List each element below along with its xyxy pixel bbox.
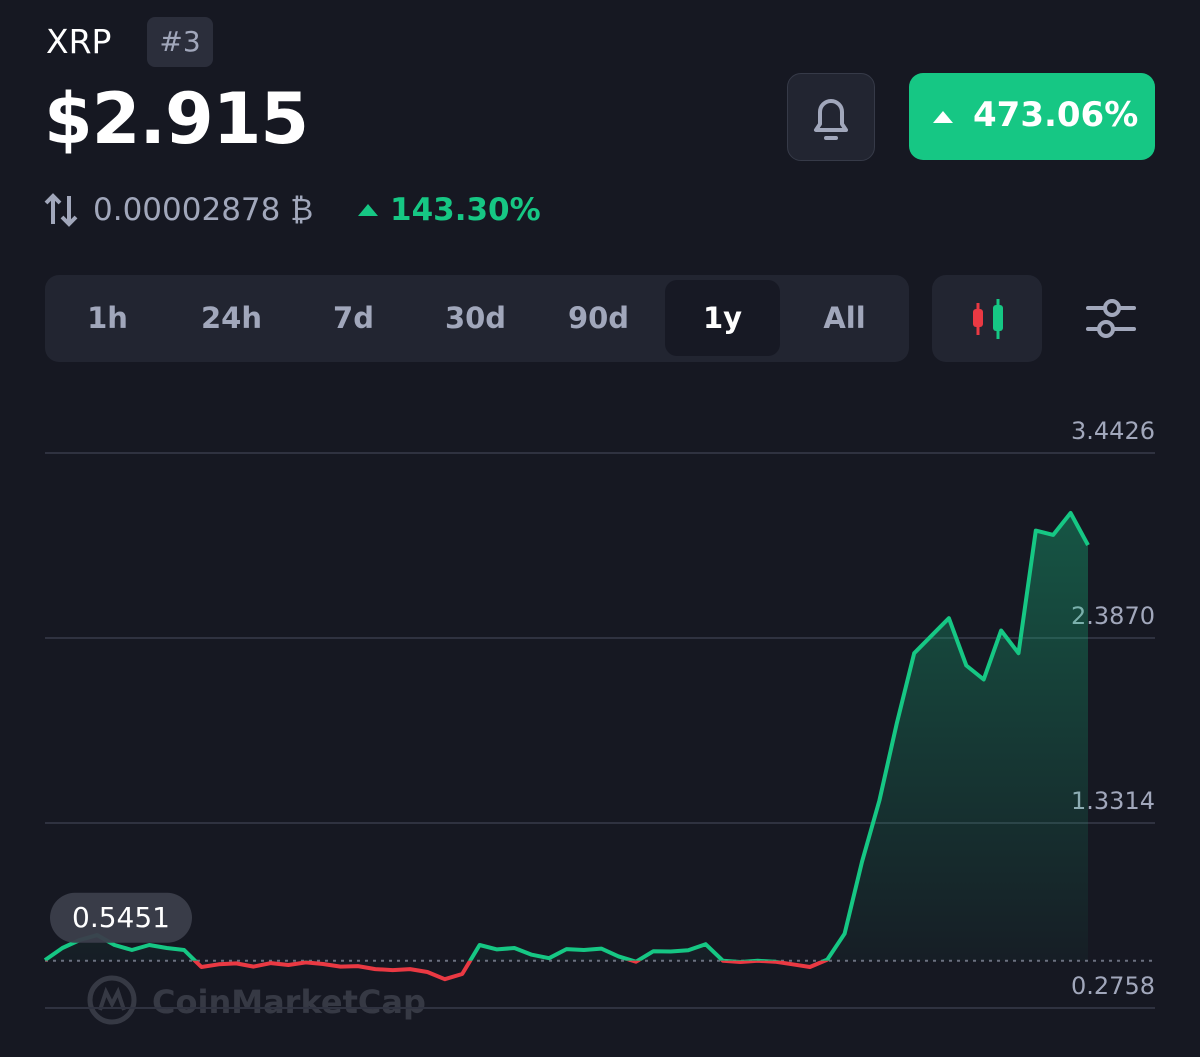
tab[interactable]: 90d	[567, 301, 630, 335]
candle-icon	[973, 299, 1003, 339]
bell-icon	[814, 99, 848, 140]
coin-name: XRP	[46, 22, 112, 61]
btc-change: 143.30%	[390, 192, 541, 228]
y-tick-label: 3.4426	[1071, 417, 1155, 445]
price-line-down	[45, 960, 829, 982]
watermark-text: CoinMarketCap	[152, 983, 426, 1021]
price-line-up	[43, 511, 1090, 961]
tab[interactable]: 24h	[200, 301, 262, 335]
rank-badge: #3	[147, 17, 213, 67]
up-arrow	[933, 111, 953, 123]
change-badge: 473.06%	[909, 73, 1155, 160]
tab[interactable]: 30d	[444, 301, 507, 335]
settings-icon[interactable]	[1084, 296, 1138, 342]
btc-price: 0.00002878 ₿	[93, 192, 314, 228]
y-tick-label: 0.2758	[1071, 972, 1155, 1000]
watermark: CoinMarketCap	[87, 975, 426, 1025]
area	[45, 513, 1088, 961]
change-text: 473.06%	[973, 95, 1139, 135]
tab-active[interactable]: 1y	[665, 280, 780, 356]
price: $2.915	[44, 78, 309, 160]
baseline-pill	[50, 892, 192, 943]
chart-type-button[interactable]	[932, 275, 1042, 362]
alert-button[interactable]	[787, 73, 875, 161]
baseline-label: 0.5451	[72, 901, 170, 934]
tab[interactable]: All	[823, 301, 866, 335]
tab[interactable]: 1h	[87, 301, 128, 335]
tab[interactable]: 7d	[333, 301, 374, 335]
swap-icon	[44, 193, 78, 227]
up-arrow	[358, 204, 378, 216]
